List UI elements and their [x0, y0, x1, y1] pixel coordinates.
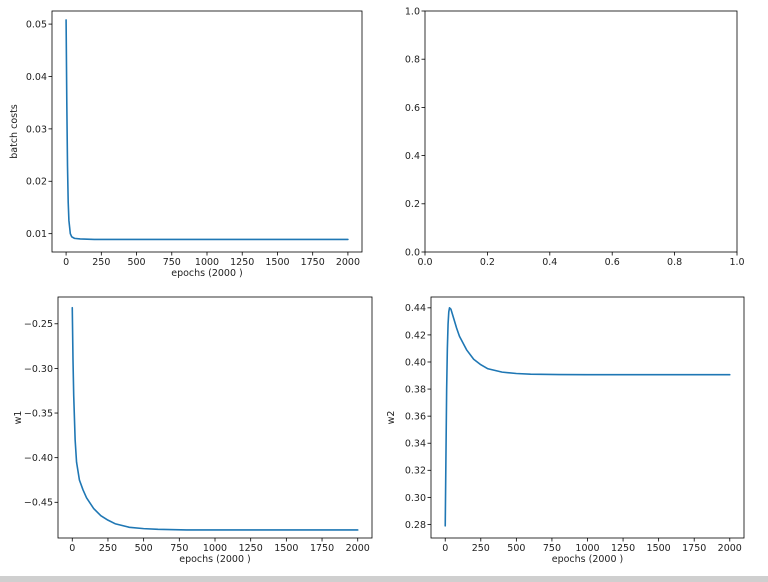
x-tick-label: 0 [442, 543, 448, 554]
x-tick-label: 1000 [195, 257, 219, 268]
y-tick-label: 0.28 [405, 520, 426, 531]
x-tick-label: 500 [507, 543, 525, 554]
y-tick-label: 0.2 [405, 199, 420, 210]
y-axis-label: w1 [13, 411, 24, 425]
x-tick-label: 250 [472, 543, 490, 554]
x-tick-label: 2000 [336, 257, 360, 268]
y-tick-label: −0.45 [24, 498, 53, 509]
x-tick-label: 0.2 [480, 257, 495, 268]
plot-frame [430, 296, 745, 539]
x-tick-label: 250 [92, 257, 110, 268]
y-tick-label: 0.32 [405, 466, 426, 477]
series-line-4-1 [444, 307, 731, 527]
x-tick-label: 1000 [575, 543, 599, 554]
x-tick-label: 250 [99, 543, 117, 554]
y-tick-label: 0.42 [405, 330, 426, 341]
y-tick-label: 0.03 [26, 124, 47, 135]
subplot-1: 0 250 500 750 1000 1250 1500 1750 2000 0.01 0.02 0.… [9, 10, 363, 279]
y-tick-label: 0.05 [26, 19, 47, 30]
y-tick-label: 0.04 [26, 72, 47, 83]
x-tick-label: 750 [163, 257, 181, 268]
x-tick-label: 750 [543, 543, 561, 554]
series-line-3-1 [71, 306, 359, 531]
subplot-3: 0 250 500 750 1000 1250 1500 1750 2000 −0.45 −0.40… [13, 296, 373, 565]
y-tick-label: 0.6 [405, 103, 420, 114]
y-tick-label: −0.35 [24, 408, 53, 419]
x-tick-label: 750 [170, 543, 188, 554]
subplot-4: 0 250 500 750 1000 1250 1500 1750 2000 0.28 0.30 0.… [386, 296, 745, 565]
x-tick-label: 0.6 [605, 257, 620, 268]
x-tick-label: 0.0 [417, 257, 432, 268]
y-tick-label: 0.30 [405, 493, 426, 504]
y-tick-label: 0.01 [26, 229, 47, 240]
x-tick-label: 1500 [274, 543, 298, 554]
x-tick-label: 1.0 [729, 257, 744, 268]
x-axis-label: epochs (2000 ) [171, 268, 243, 279]
y-tick-label: 0.40 [405, 357, 426, 368]
y-tick-label: −0.40 [24, 453, 53, 464]
y-tick-label: 0.36 [405, 412, 426, 423]
y-tick-label: −0.25 [24, 319, 53, 330]
x-tick-label: 1250 [611, 543, 635, 554]
x-tick-label: 0.8 [667, 257, 682, 268]
x-axis-label: epochs (2000 ) [552, 554, 624, 565]
y-axis-label: w2 [386, 411, 397, 425]
x-tick-label: 0 [63, 257, 69, 268]
x-tick-label: 1250 [239, 543, 263, 554]
x-axis-label: epochs (2000 ) [179, 554, 251, 565]
x-tick-label: 1500 [265, 257, 289, 268]
x-tick-label: 500 [127, 257, 145, 268]
x-tick-label: 1750 [310, 543, 334, 554]
x-tick-label: 2000 [346, 543, 370, 554]
y-tick-label: 0.44 [405, 303, 426, 314]
series-line-1-1 [65, 19, 349, 241]
plot-frame [424, 10, 738, 253]
x-tick-label: 1750 [301, 257, 325, 268]
bottom-scrollbar[interactable] [0, 576, 768, 582]
subplot-2: 0.0 0.2 0.4 0.6 0.8 1.0 0.0 0.2 0.4 0.6 0.8 1.0 [405, 6, 745, 268]
y-tick-label: 1.0 [405, 6, 420, 17]
x-tick-label: 500 [135, 543, 153, 554]
plot-frame [57, 296, 373, 539]
x-tick-label: 2000 [718, 543, 742, 554]
y-tick-label: 0.02 [26, 177, 47, 188]
plot-frame [51, 10, 363, 253]
y-tick-label: −0.30 [24, 364, 53, 375]
x-tick-label: 1000 [203, 543, 227, 554]
x-tick-label: 0 [69, 543, 75, 554]
y-axis-label: batch costs [9, 104, 20, 159]
y-tick-label: 0.38 [405, 384, 426, 395]
y-tick-label: 0.0 [405, 247, 420, 258]
x-tick-label: 0.4 [542, 257, 557, 268]
x-tick-label: 1250 [230, 257, 254, 268]
x-tick-label: 1500 [647, 543, 671, 554]
y-tick-label: 0.34 [405, 439, 426, 450]
y-tick-label: 0.8 [405, 55, 420, 66]
y-tick-label: 0.4 [405, 151, 420, 162]
x-tick-label: 1750 [682, 543, 706, 554]
